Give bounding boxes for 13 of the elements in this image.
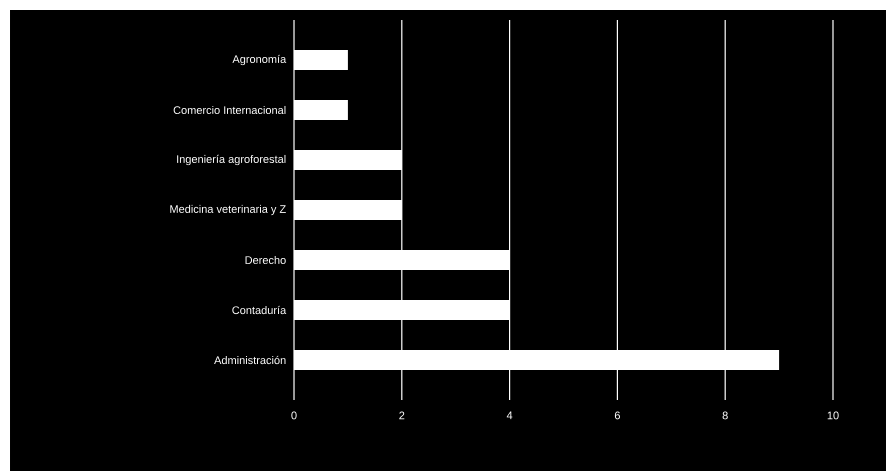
x-tick-label: 6	[614, 412, 620, 420]
x-tick-label: 2	[399, 412, 404, 420]
y-tick-label: Agronomía	[232, 54, 286, 66]
y-tick-label: Derecho	[246, 256, 286, 264]
y-tick-label: Ingeniería agroforestal	[177, 154, 286, 166]
y-tick-label: Administración	[214, 356, 286, 364]
x-tick-label: 0	[291, 412, 297, 420]
y-tick-label: Medicina veterinaria y Z	[170, 204, 286, 216]
x-tick-label: 8	[722, 412, 728, 420]
x-tick-label: 4	[506, 412, 512, 420]
y-tick-label: Comercio Internacional	[174, 106, 286, 114]
y-tick-label: Contaduría	[232, 306, 286, 314]
x-tick-label: 10	[828, 412, 839, 420]
